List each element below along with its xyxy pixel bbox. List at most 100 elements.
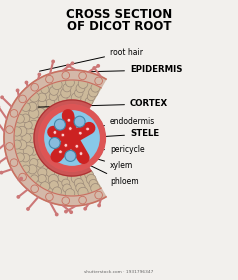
Circle shape [38,168,47,177]
Circle shape [53,131,57,134]
Circle shape [38,73,40,76]
Circle shape [29,108,39,118]
Circle shape [63,84,71,92]
Circle shape [45,99,55,109]
Circle shape [85,170,94,179]
Circle shape [49,92,57,101]
Circle shape [30,158,38,167]
Circle shape [39,105,105,171]
Circle shape [98,204,100,207]
Circle shape [21,114,30,123]
Circle shape [76,84,85,93]
Circle shape [28,102,37,111]
Text: shutterstock.com · 1931796347: shutterstock.com · 1931796347 [84,270,154,274]
Circle shape [91,83,100,92]
Circle shape [79,196,86,204]
Circle shape [55,213,58,216]
Circle shape [12,140,21,149]
Circle shape [17,140,27,150]
Circle shape [46,75,53,83]
Circle shape [48,174,58,185]
Circle shape [79,131,82,135]
Circle shape [50,181,58,190]
Text: STELE: STELE [55,129,159,139]
Circle shape [53,187,62,196]
Circle shape [41,85,49,94]
Circle shape [80,154,87,161]
Circle shape [36,159,45,167]
Circle shape [0,171,3,174]
Circle shape [28,165,37,174]
Circle shape [93,67,95,69]
Circle shape [65,189,75,198]
Circle shape [53,153,60,160]
Circle shape [64,112,71,119]
Circle shape [31,185,39,193]
Circle shape [91,184,100,193]
Circle shape [20,178,22,180]
Circle shape [15,153,24,162]
Polygon shape [14,80,101,196]
Circle shape [74,178,83,188]
Circle shape [79,72,86,80]
Circle shape [27,208,29,210]
Text: phloem: phloem [73,157,139,186]
Circle shape [38,93,46,102]
Circle shape [65,210,67,213]
Circle shape [25,121,32,129]
Text: xylem: xylem [65,150,133,171]
Circle shape [71,173,81,183]
Circle shape [87,93,95,101]
Circle shape [19,95,26,103]
Circle shape [38,174,46,183]
Circle shape [12,127,22,136]
Circle shape [29,120,38,129]
Circle shape [30,147,38,155]
Circle shape [97,65,99,67]
Circle shape [15,114,24,123]
Circle shape [31,83,39,91]
Text: EPIDERMIS: EPIDERMIS [69,66,183,74]
Circle shape [85,97,93,105]
Circle shape [62,179,70,187]
Circle shape [70,211,72,213]
Circle shape [10,159,18,166]
Circle shape [58,94,67,103]
Circle shape [66,78,74,87]
Circle shape [95,77,102,85]
Circle shape [27,134,36,143]
Circle shape [21,153,30,162]
Circle shape [65,150,76,162]
Circle shape [64,144,68,147]
Circle shape [63,184,71,193]
Circle shape [95,191,102,199]
Circle shape [62,71,69,79]
Circle shape [6,143,13,150]
Circle shape [23,146,34,156]
Circle shape [16,89,19,92]
Circle shape [86,127,89,131]
Polygon shape [34,100,91,176]
Circle shape [69,127,72,130]
Circle shape [75,144,79,148]
Circle shape [74,116,85,127]
Circle shape [10,109,18,117]
Circle shape [84,207,86,210]
Circle shape [30,92,39,102]
Circle shape [50,86,58,95]
Circle shape [49,137,60,148]
Circle shape [74,89,83,97]
Circle shape [76,183,85,192]
Text: OF DICOT ROOT: OF DICOT ROOT [67,20,171,33]
Text: CORTEX: CORTEX [38,99,168,109]
Circle shape [62,197,69,204]
Circle shape [17,126,27,136]
Circle shape [52,80,62,90]
Circle shape [38,99,47,108]
Circle shape [55,119,65,130]
Circle shape [46,193,53,200]
Polygon shape [4,70,106,206]
Text: root hair: root hair [40,48,143,71]
Circle shape [1,96,3,99]
Circle shape [30,175,38,183]
